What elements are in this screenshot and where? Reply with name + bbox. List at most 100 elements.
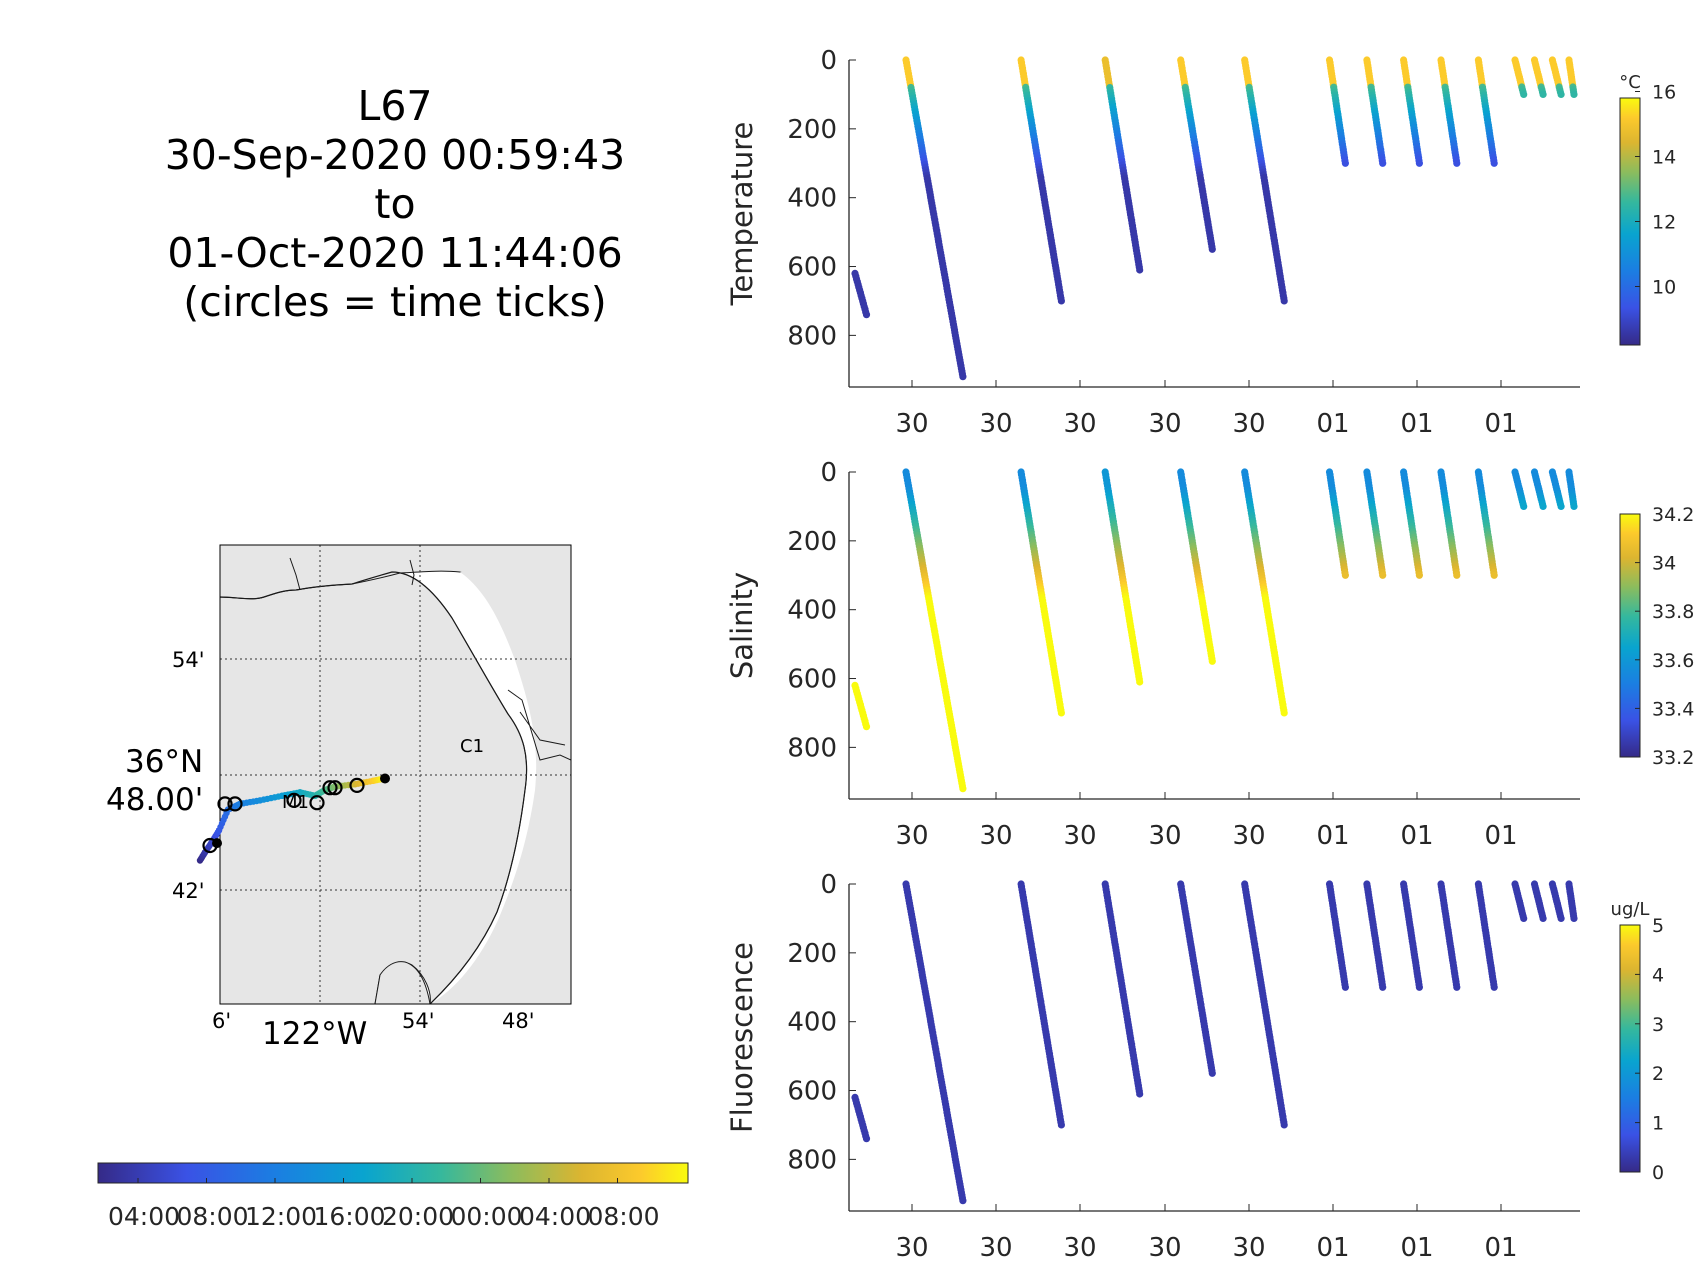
station-marker <box>212 838 222 849</box>
time-colorbar-tick-label: 04:00 <box>519 1202 591 1231</box>
profile-sample <box>1539 914 1547 923</box>
profile-sample <box>1136 266 1144 274</box>
x-tick-label: 01 <box>1484 409 1517 439</box>
title-line: 30-Sep-2020 00:59:43 <box>164 131 626 179</box>
time-colorbar-gradient <box>97 1162 689 1184</box>
time-tick-circle <box>327 780 343 796</box>
profile-panel-temperature: 0 200 400 600 800 30 30 30 30 30 01 01 01 Temperature… <box>725 46 1676 439</box>
profile-sample <box>1520 502 1528 510</box>
x-tick-label: 30 <box>1232 1233 1265 1263</box>
profile-sample <box>1557 90 1565 98</box>
map-land-east <box>430 545 571 1004</box>
colorbar-tick-label: 10 <box>1652 277 1676 299</box>
x-tick-label: 30 <box>979 821 1012 851</box>
x-tick-label: 30 <box>895 821 928 851</box>
profile-sample <box>1415 159 1423 167</box>
time-tick-circle <box>217 796 233 812</box>
y-axis-label: Temperature <box>725 122 759 307</box>
profile-sample <box>1341 983 1349 991</box>
profile-sample <box>959 373 967 381</box>
title-line: L67 <box>357 82 433 130</box>
colorbar-tick-label: 12 <box>1652 212 1676 234</box>
colorbar-tick-label: 1 <box>1652 1113 1664 1135</box>
title-line: 01-Oct-2020 11:44:06 <box>167 229 623 277</box>
profile-sample <box>1520 90 1528 98</box>
colorbar-tick-label: 3 <box>1652 1014 1664 1036</box>
x-tick-label: 30 <box>1148 409 1181 439</box>
profile-sample <box>1415 571 1423 579</box>
y-tick-label: 600 <box>787 665 837 695</box>
profile-sample <box>1570 914 1578 923</box>
x-tick-label: 30 <box>1063 409 1096 439</box>
x-tick-label: 30 <box>1232 821 1265 851</box>
profile-sample <box>1208 1069 1216 1077</box>
colorbar-tick-label: 33.8 <box>1652 601 1694 623</box>
station-label-m1: M1 <box>282 792 309 813</box>
profile-sample <box>1379 571 1387 579</box>
x-tick-label: 01 <box>1400 409 1433 439</box>
profile-sample <box>1570 502 1578 510</box>
y-tick-label: 200 <box>787 527 837 557</box>
colorbar-unit-label: °C <box>1619 72 1641 93</box>
y-tick-label: 400 <box>787 1008 837 1038</box>
y-tick-label: 400 <box>787 596 837 626</box>
title-line: to <box>374 180 416 228</box>
time-colorbar-tick-label: 16:00 <box>314 1202 386 1231</box>
map-land-south <box>374 961 431 1004</box>
profile-sample <box>1057 297 1065 305</box>
profile-sample <box>959 785 967 793</box>
station-marker <box>380 773 390 784</box>
profile-sample <box>1557 914 1565 923</box>
colorbar-salinity <box>1619 513 1641 758</box>
profile-sample <box>1136 1090 1144 1098</box>
time-colorbar-tick-label: 08:00 <box>177 1202 249 1231</box>
profile-sample <box>1208 657 1216 665</box>
map-y-tick-label: 54' <box>172 648 205 672</box>
time-tick-circle <box>309 795 325 811</box>
profile-sample <box>1379 159 1387 167</box>
profile-sample <box>862 1135 871 1143</box>
map-x-tick-label: 6' <box>212 1009 231 1033</box>
colorbar-tick-label: 0 <box>1652 1162 1664 1184</box>
map-grid <box>220 545 571 1004</box>
map-track <box>196 773 390 864</box>
profile-sample <box>959 1197 967 1205</box>
map-y-tick-label: 42' <box>172 879 205 903</box>
colorbar-tick-label: 34 <box>1652 553 1676 575</box>
y-tick-label: 200 <box>787 115 837 145</box>
profile-sample <box>1057 1121 1065 1129</box>
y-tick-label: 0 <box>820 46 837 76</box>
profile-sample <box>1415 983 1423 991</box>
map-frame <box>219 544 572 1005</box>
colorbar-tick-label: 33.4 <box>1652 698 1694 720</box>
profile-sample <box>1379 983 1387 991</box>
profile-sample <box>1280 709 1288 717</box>
profile-sample <box>1057 709 1065 717</box>
y-tick-label: 0 <box>820 458 837 488</box>
colorbar-tick-label: 4 <box>1652 964 1664 986</box>
time-colorbar-tick-label: 00:00 <box>451 1202 523 1231</box>
map-x-tick-label: 48' <box>502 1009 535 1033</box>
profile-sample <box>1453 983 1461 991</box>
time-tick-circle <box>227 796 243 812</box>
time-colorbar-tick-label: 04:00 <box>108 1202 180 1231</box>
x-tick-label: 01 <box>1484 821 1517 851</box>
time-colorbar-tick-label: 20:00 <box>382 1202 454 1231</box>
profile-sample <box>1208 245 1216 253</box>
map-tick-labels: 6' 54' 48' 54' 42' 122°W 36°N 48.00' C1 M… <box>106 648 535 1052</box>
map-x-axis-label: 122°W <box>262 1016 367 1052</box>
profile-sample <box>1539 90 1547 98</box>
y-axis-label: Fluorescence <box>725 942 759 1133</box>
map-x-tick-label: 54' <box>402 1009 435 1033</box>
profile-sample <box>1341 159 1349 167</box>
colorbar-tick-label: 14 <box>1652 147 1676 169</box>
y-tick-label: 400 <box>787 184 837 214</box>
y-tick-label: 200 <box>787 939 837 969</box>
x-tick-label: 30 <box>1232 409 1265 439</box>
x-tick-label: 01 <box>1316 409 1349 439</box>
profile-sample <box>862 311 871 319</box>
